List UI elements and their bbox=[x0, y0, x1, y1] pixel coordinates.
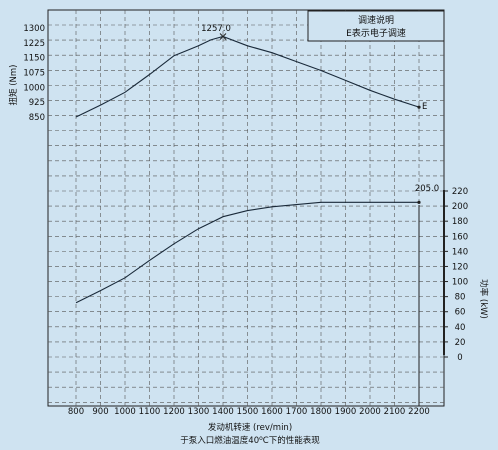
x-tick-label: 2000 bbox=[359, 407, 381, 417]
right-tick-label: 180 bbox=[452, 217, 468, 227]
x-tick-label: 900 bbox=[92, 407, 108, 417]
right-tick-labels: 0 20 40 60 80 100 120 140 160 180 200 220 bbox=[444, 187, 468, 363]
legend-box bbox=[307, 10, 445, 42]
end-marker-label: E bbox=[422, 102, 427, 112]
x-axis-title: 发动机转速 (rev/min) bbox=[208, 422, 292, 433]
power-line bbox=[75, 201, 419, 304]
right-axis-title: 功率 (kW) bbox=[478, 279, 489, 319]
x-tick-label: 1900 bbox=[335, 407, 357, 417]
left-tick-label: 1000 bbox=[23, 83, 45, 93]
x-tick-label: 1100 bbox=[139, 407, 161, 417]
x-tick-label: 800 bbox=[68, 407, 84, 417]
x-tick-label: 1000 bbox=[114, 407, 136, 417]
power-peak-label: 205.0 bbox=[415, 184, 439, 194]
right-tick-label: 0 bbox=[457, 353, 462, 363]
left-tick-labels: 850 925 1000 1075 1150 1225 1300 bbox=[23, 24, 45, 123]
caption: 于泵入口燃油温度40oC下的性能表现 bbox=[180, 435, 320, 447]
right-tick-label: 60 bbox=[455, 308, 466, 318]
x-tick-label: 1300 bbox=[188, 407, 210, 417]
right-tick-label: 220 bbox=[452, 187, 468, 197]
right-tick-label: 140 bbox=[452, 247, 468, 257]
right-tick-label: 160 bbox=[452, 232, 468, 242]
x-tick-label: 1500 bbox=[237, 407, 259, 417]
left-axis-title: 扭矩 (Nm) bbox=[8, 65, 19, 106]
left-tick-label: 1225 bbox=[23, 39, 45, 49]
right-tick-label: 120 bbox=[452, 262, 468, 272]
left-tick-label: 925 bbox=[29, 98, 45, 108]
x-tick-label: 1200 bbox=[163, 407, 185, 417]
right-tick-label: 100 bbox=[452, 278, 468, 288]
x-tick-label: 2200 bbox=[408, 407, 430, 417]
left-tick-label: 850 bbox=[29, 113, 45, 123]
power-end-point bbox=[417, 200, 421, 204]
x-tick-label: 2100 bbox=[384, 407, 406, 417]
left-tick-label: 1300 bbox=[23, 24, 45, 34]
torque-peak-label: 1257.0 bbox=[201, 24, 231, 34]
x-tick-label: 1800 bbox=[310, 407, 332, 417]
legend-line-2: E表示电子调速 bbox=[346, 27, 406, 39]
torque-end-point bbox=[417, 105, 421, 109]
left-tick-label: 1150 bbox=[23, 54, 45, 64]
x-tick-labels: 800 900 1000 1100 1200 1300 1400 1500 1600 1700 18… bbox=[68, 407, 430, 417]
plot-area bbox=[47, 9, 445, 407]
series-layer bbox=[75, 33, 421, 304]
left-tick-label: 1075 bbox=[23, 69, 45, 79]
x-tick-label: 1600 bbox=[261, 407, 283, 417]
right-tick-label: 200 bbox=[452, 202, 468, 212]
right-tick-label: 40 bbox=[455, 323, 466, 333]
legend-line-1: 调速说明 bbox=[358, 14, 394, 26]
right-tick-label: 20 bbox=[455, 338, 466, 348]
x-tick-label: 1700 bbox=[286, 407, 308, 417]
grid bbox=[48, 10, 444, 406]
right-tick-label: 80 bbox=[455, 293, 466, 303]
x-tick-label: 1400 bbox=[212, 407, 234, 417]
torque-peak-marker bbox=[219, 33, 227, 40]
